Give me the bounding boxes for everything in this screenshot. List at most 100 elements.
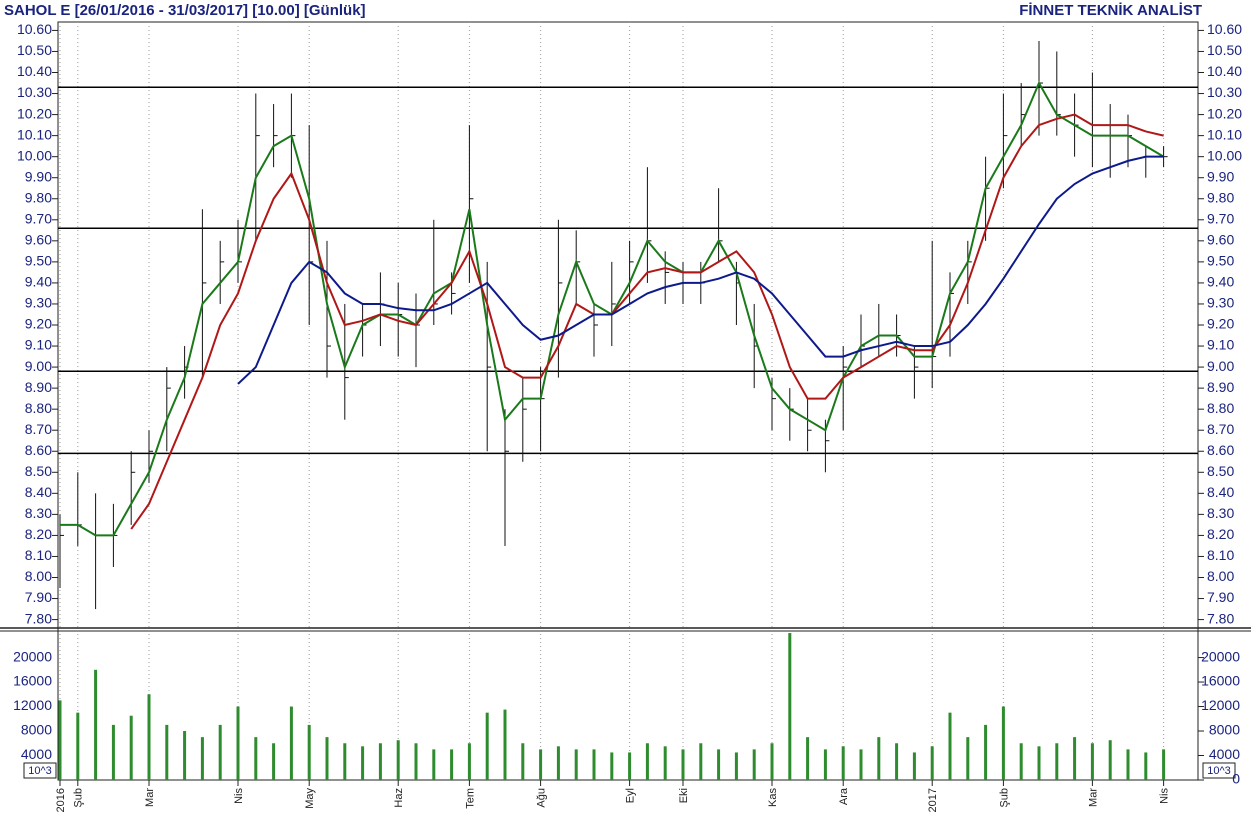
y-tick-label: 10.40: [1207, 63, 1242, 79]
volume-bar: [1055, 743, 1059, 780]
y-tick-label: 8.20: [1207, 526, 1234, 542]
x-tick-label: Haz: [393, 788, 405, 808]
y-tick-label: 8.40: [1207, 484, 1234, 500]
y-tick-label: 8.40: [25, 484, 52, 500]
volume-bar: [165, 724, 169, 780]
x-tick-label: Eyl: [625, 788, 637, 803]
x-tick-label: Ara: [838, 787, 850, 805]
volume-bar: [592, 749, 596, 780]
x-tick-label: Şub: [998, 788, 1010, 808]
unit-box: [23, 762, 57, 779]
x-tick-label: 2017: [927, 788, 939, 812]
volume-bar: [1019, 743, 1023, 780]
volume-bar: [699, 743, 703, 780]
y-tick-label: 9.60: [25, 232, 52, 248]
volume-bar: [1001, 706, 1005, 780]
x-tick-label: Kas: [767, 788, 779, 807]
volume-bar: [1144, 752, 1148, 780]
y-tick-label: 8000: [1209, 722, 1240, 738]
y-tick-label: 8.70: [25, 421, 52, 437]
volume-bar: [183, 731, 187, 780]
y-tick-label: 9.50: [1207, 253, 1234, 269]
y-tick-label: 10.10: [1207, 126, 1242, 142]
y-tick-label: 8000: [21, 722, 52, 738]
y-tick-label: 9.40: [25, 274, 52, 290]
y-tick-label: 10.30: [17, 84, 52, 100]
y-tick-label: 9.80: [25, 189, 52, 205]
volume-bar: [521, 743, 525, 780]
x-tick-label: Şub: [73, 788, 85, 808]
volume-bar: [503, 709, 507, 780]
y-tick-label: 20000: [1201, 648, 1240, 664]
volume-bar: [94, 669, 98, 780]
y-tick-label: 8.20: [25, 526, 52, 542]
volume-bar: [343, 743, 347, 780]
y-tick-label: 8.10: [25, 547, 52, 563]
volume-bar: [984, 724, 988, 780]
volume-unit: 10^3: [1207, 765, 1231, 777]
unit-box: [1202, 762, 1236, 779]
volume-bar: [645, 743, 649, 780]
y-tick-label: 10.60: [1207, 21, 1242, 37]
x-tick-label: Ağu: [536, 788, 548, 808]
x-tick-label: Eki: [678, 788, 690, 803]
y-tick-label: 9.40: [1207, 274, 1234, 290]
volume-bar: [628, 752, 632, 780]
volume-bar: [877, 737, 881, 780]
y-tick-label: 9.90: [1207, 168, 1234, 184]
volume-bar: [912, 752, 916, 780]
y-tick-label: 9.90: [25, 168, 52, 184]
x-tick-label: Mar: [144, 788, 156, 807]
volume-bar: [1108, 740, 1112, 780]
y-tick-label: 9.30: [25, 295, 52, 311]
volume-bar: [129, 715, 133, 780]
y-tick-label: 4000: [21, 746, 52, 762]
y-tick-label: 8.00: [25, 568, 52, 584]
volume-bar: [1073, 737, 1077, 780]
y-tick-label: 9.20: [25, 316, 52, 332]
volume-bar: [717, 749, 721, 780]
y-tick-label: 8.60: [1207, 442, 1234, 458]
volume-bar: [770, 743, 774, 780]
volume-bar: [574, 749, 578, 780]
volume-bar: [58, 700, 62, 780]
volume-bar: [378, 743, 382, 780]
y-tick-label: 20000: [13, 648, 52, 664]
y-tick-label: 8.50: [25, 463, 52, 479]
volume-bar: [966, 737, 970, 780]
y-tick-label: 8.50: [1207, 463, 1234, 479]
y-tick-label: 16000: [13, 673, 52, 689]
y-tick-label: 0: [1232, 771, 1240, 787]
volume-bar: [361, 746, 365, 780]
volume-bar: [325, 737, 329, 780]
y-tick-label: 12000: [1201, 697, 1240, 713]
y-tick-label: 8.90: [1207, 379, 1234, 395]
x-tick-label: Mar: [1087, 788, 1099, 807]
y-tick-label: 9.00: [1207, 358, 1234, 374]
y-tick-label: 10.20: [1207, 105, 1242, 121]
y-tick-label: 10.00: [1207, 147, 1242, 163]
y-tick-label: 9.30: [1207, 295, 1234, 311]
volume-bar: [414, 743, 418, 780]
y-tick-label: 10.40: [17, 63, 52, 79]
y-tick-label: 9.10: [25, 337, 52, 353]
y-tick-label: 9.20: [1207, 316, 1234, 332]
x-tick-label: 2016: [55, 788, 67, 812]
volume-bar: [859, 749, 863, 780]
y-tick-label: 8.70: [1207, 421, 1234, 437]
volume-bar: [467, 743, 471, 780]
moving-average: [237, 155, 1164, 385]
y-tick-label: 9.70: [25, 210, 52, 226]
y-tick-label: 8.60: [25, 442, 52, 458]
y-tick-label: 12000: [13, 697, 52, 713]
y-tick-label: 8.80: [25, 400, 52, 416]
y-tick-label: 10.60: [17, 21, 52, 37]
volume-bar: [752, 749, 756, 780]
volume-unit: 10^3: [28, 765, 52, 777]
x-tick-label: Nis: [233, 788, 245, 804]
volume-bar: [396, 740, 400, 780]
y-tick-label: 8.80: [1207, 400, 1234, 416]
volume-bar: [788, 633, 792, 780]
volume-bar: [272, 743, 276, 780]
y-tick-label: 9.60: [1207, 232, 1234, 248]
